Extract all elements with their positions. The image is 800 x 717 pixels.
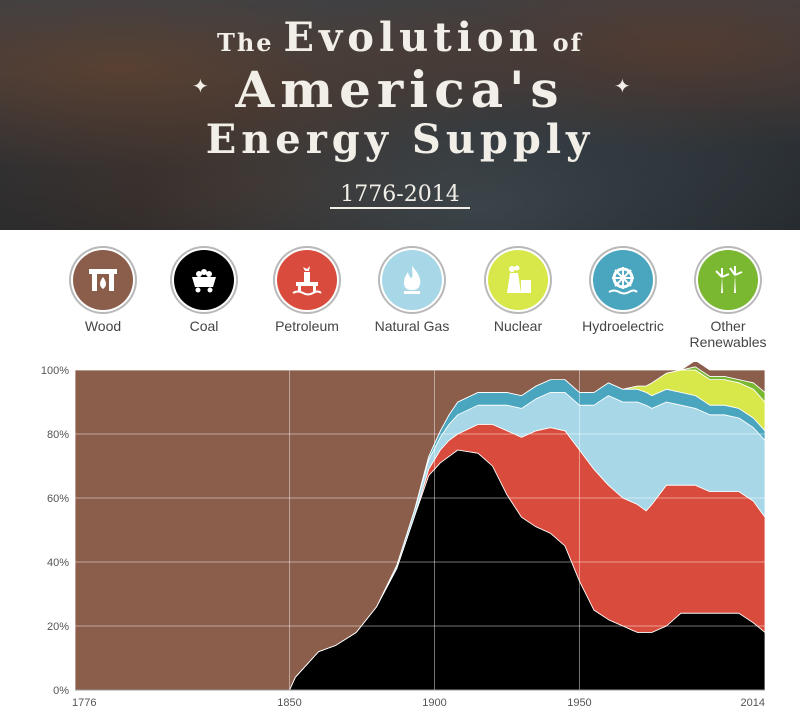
x-tick-label: 1900 <box>422 697 446 709</box>
legend-swatch-coal <box>174 250 234 310</box>
legend-label-coal: Coal <box>189 318 219 334</box>
legend-swatch-petroleum <box>277 250 337 310</box>
legend-label-other-renewables: Other Renewables <box>668 318 788 350</box>
legend-item-coal: Coal <box>144 250 264 334</box>
x-tick-label: 1850 <box>277 697 301 709</box>
legend-item-other-renewables: Other Renewables <box>668 250 788 350</box>
y-tick-label: 40% <box>47 557 69 569</box>
legend-item-wood: Wood <box>43 250 163 334</box>
legend-swatch-other-renewables <box>698 250 758 310</box>
wind-turbine-icon <box>715 266 743 293</box>
y-tick-label: 60% <box>47 493 69 505</box>
title-line-2: America's <box>235 60 565 119</box>
star-left-icon: ✦ <box>192 74 209 98</box>
coal-cart-icon <box>192 269 216 293</box>
legend-label-petroleum: Petroleum <box>275 318 339 334</box>
title-evolution: Evolution <box>283 14 543 61</box>
legend-item-hydroelectric: Hydroelectric <box>563 250 683 334</box>
y-tick-label: 20% <box>47 621 69 633</box>
area-wood <box>74 362 766 691</box>
legend-swatch-nuclear <box>488 250 548 310</box>
cooling-tower-icon <box>507 265 531 293</box>
oil-rig-icon <box>292 266 322 296</box>
date-range-text: 1776-2014 <box>330 182 470 209</box>
star-right-icon: ✦ <box>614 74 631 98</box>
water-wheel-icon <box>608 267 638 295</box>
legend-label-natural-gas: Natural Gas <box>374 318 450 334</box>
legend-swatch-wood <box>73 250 133 310</box>
x-tick-label: 1776 <box>72 697 96 709</box>
legend-label-other: Other <box>710 318 746 334</box>
legend-swatch-hydroelectric <box>593 250 653 310</box>
date-range: 1776-2014 <box>0 182 800 209</box>
legend-label-nuclear: Nuclear <box>493 318 543 334</box>
y-tick-label: 0% <box>53 685 69 697</box>
stacked-area-chart: 0% 20% 40% 60% 80% 100% 1776 1850 1900 1950 2014 <box>41 362 766 709</box>
title-line-3: Energy Supply <box>205 116 595 163</box>
title-line-1: The Evolution of <box>0 14 800 61</box>
flame-icon <box>403 266 421 294</box>
title-the: The <box>216 28 274 57</box>
legend-item-nuclear: Nuclear <box>458 250 578 334</box>
title-of: of <box>552 28 584 57</box>
title-banner: The Evolution of ✦ America's ✦ Energy Supp… <box>0 0 800 230</box>
legend-label-wood: Wood <box>84 318 122 334</box>
legend-label-renewables: Renewables <box>689 334 767 350</box>
legend: Wood Coal Petroleum <box>0 250 800 360</box>
legend-item-natural-gas: Natural Gas <box>352 250 472 334</box>
legend-label-hydroelectric: Hydroelectric <box>582 318 664 334</box>
fireplace-icon <box>89 269 117 291</box>
x-tick-label: 1950 <box>567 697 591 709</box>
y-tick-label: 80% <box>47 429 69 441</box>
legend-swatch-natural-gas <box>382 250 442 310</box>
legend-item-petroleum: Petroleum <box>247 250 367 334</box>
y-tick-label: 100% <box>41 365 69 377</box>
x-tick-label: 2014 <box>741 697 765 709</box>
